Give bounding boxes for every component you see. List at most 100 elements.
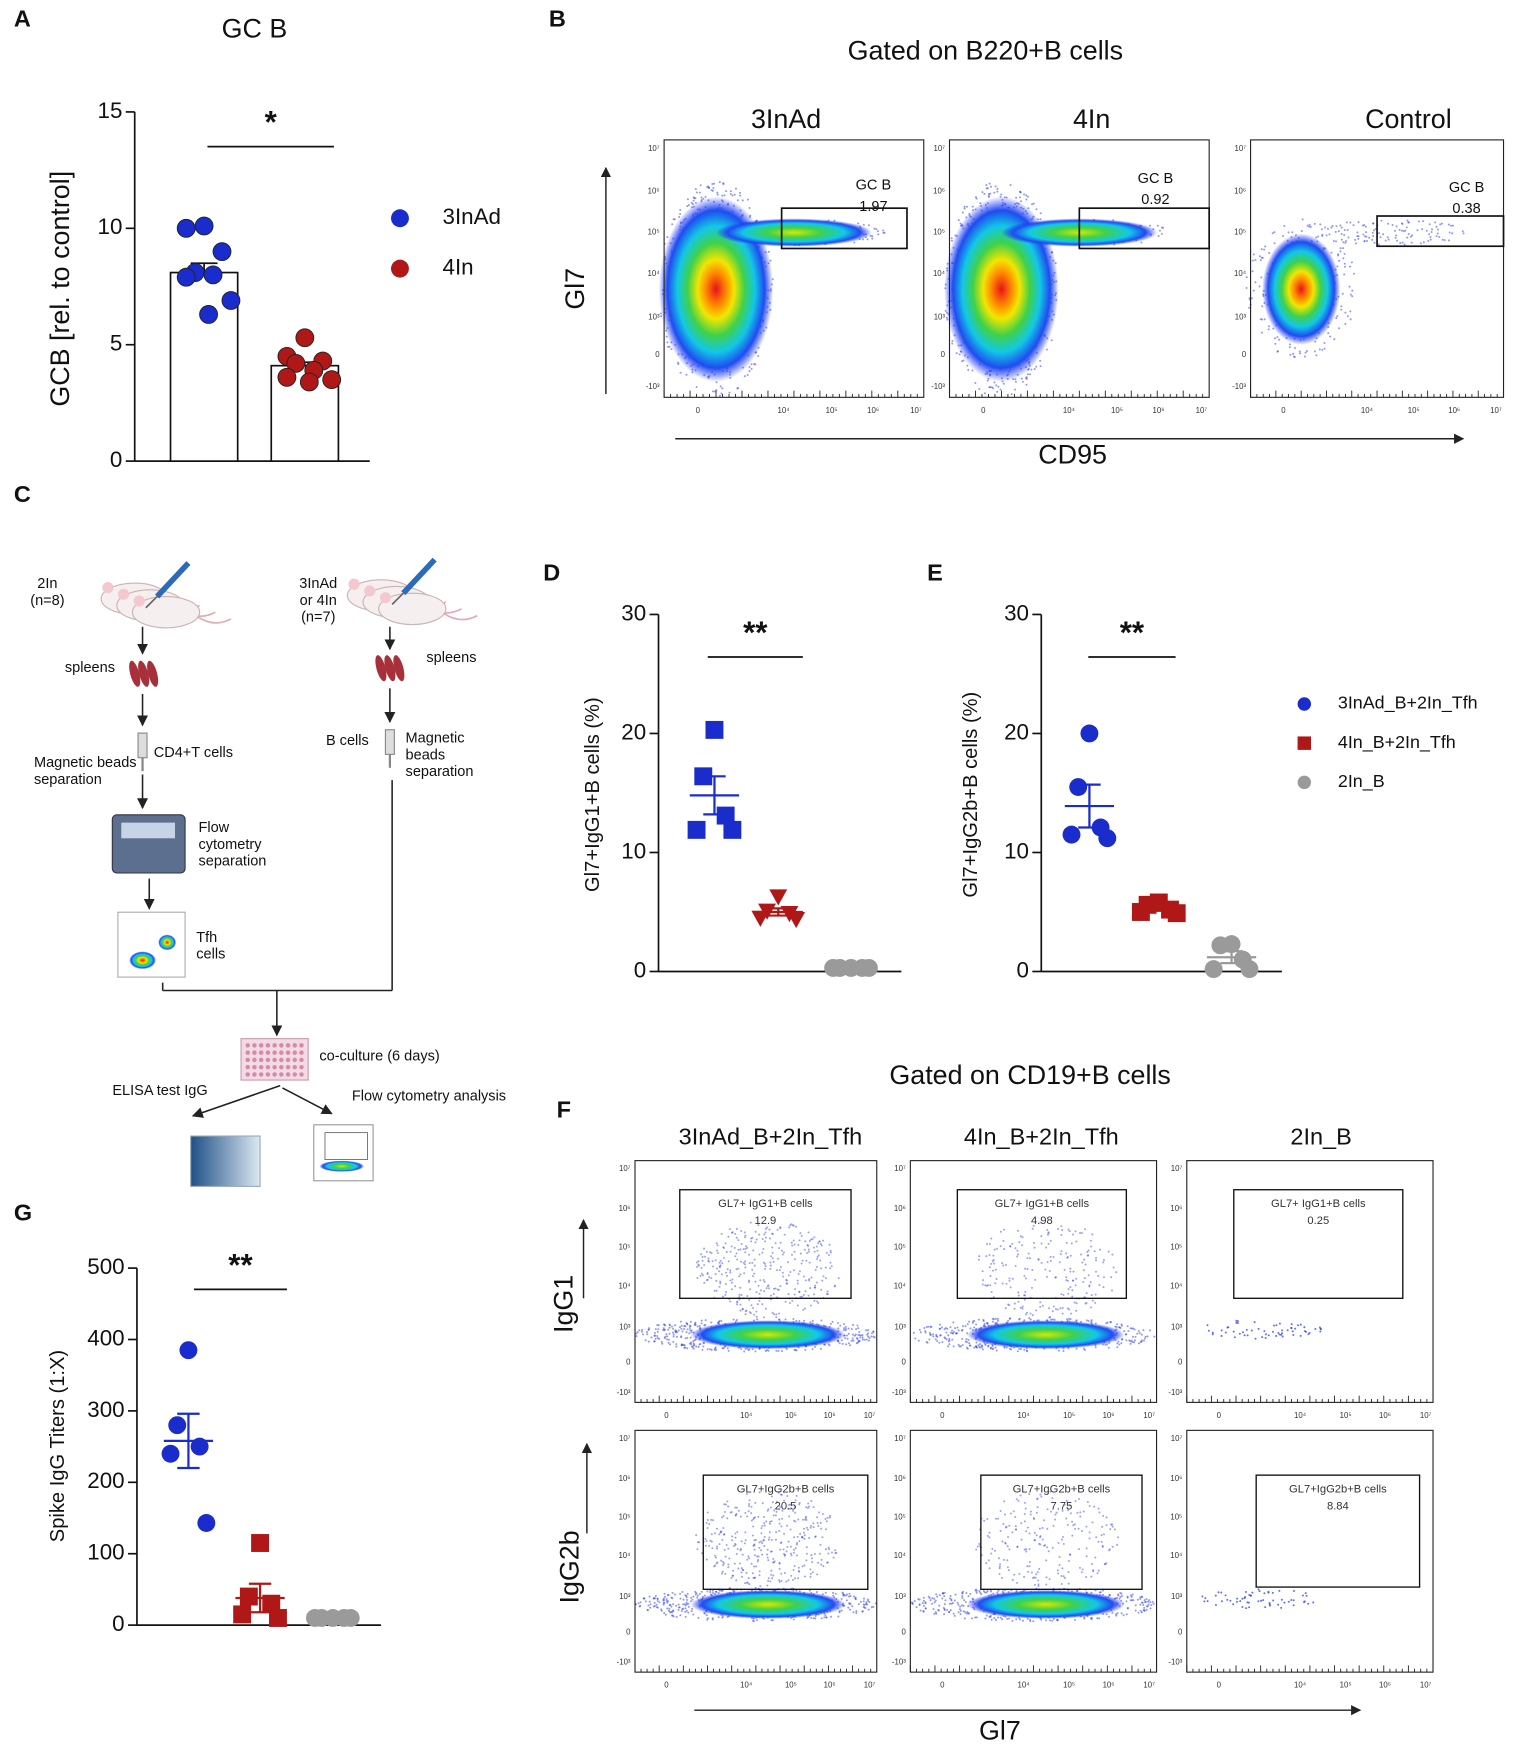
point [221, 291, 241, 310]
event-dot [754, 1241, 757, 1244]
event-dot [1387, 222, 1390, 225]
event-dot [705, 1279, 708, 1282]
event-dot [1441, 238, 1444, 241]
event-dot [766, 1553, 769, 1556]
event-dot [832, 1591, 835, 1594]
event-dot [1107, 1250, 1110, 1253]
y-axis-label: Gl7 [560, 268, 590, 310]
event-dot [989, 1284, 992, 1287]
event-dot [794, 1225, 797, 1228]
point [176, 267, 196, 287]
event-dot [814, 1268, 817, 1271]
event-dot [1084, 1228, 1087, 1231]
gate-value: 12.9 [755, 1215, 777, 1227]
event-dot [735, 1318, 738, 1322]
event-dot [786, 1545, 789, 1549]
event-dot [720, 1320, 723, 1323]
event-dot [773, 1287, 776, 1290]
event-dot [738, 1562, 741, 1565]
event-dot [761, 1502, 764, 1505]
event-dot [1031, 203, 1034, 206]
event-dot [844, 1337, 847, 1340]
event-dot [1283, 224, 1286, 227]
x-tick-label: 10⁴ [1018, 1411, 1030, 1420]
event-dot [1364, 225, 1367, 228]
event-dot [771, 1232, 774, 1235]
event-dot [1299, 352, 1302, 355]
event-dot [1142, 1339, 1145, 1342]
event-dot [759, 1279, 762, 1282]
event-dot [696, 1265, 699, 1268]
event-dot [721, 1572, 724, 1575]
event-dot [1065, 1276, 1068, 1279]
event-dot [1291, 231, 1294, 234]
event-dot [1261, 256, 1264, 259]
event-dot [744, 1234, 747, 1237]
event-dot [807, 1231, 810, 1234]
event-dot [1031, 1269, 1034, 1272]
event-dot [1272, 1324, 1275, 1327]
event-dot [796, 1279, 799, 1282]
event-dot [1292, 352, 1295, 355]
panel-title: Gated on CD19+B cells [889, 1060, 1170, 1090]
event-dot [950, 239, 953, 242]
event-dot [1371, 238, 1374, 241]
event-dot [721, 1560, 724, 1563]
event-dot [799, 1252, 802, 1255]
event-dot [702, 1274, 705, 1277]
event-dot [992, 1258, 995, 1261]
event-dot [686, 1328, 689, 1331]
event-dot [663, 1592, 666, 1595]
event-dot [771, 1501, 774, 1504]
event-dot [768, 1531, 771, 1534]
event-dot [750, 1562, 753, 1565]
event-dot [1125, 1333, 1128, 1336]
event-dot [827, 1552, 830, 1555]
event-dot [803, 1248, 806, 1251]
event-dot [793, 1348, 796, 1351]
event-dot [673, 218, 676, 221]
event-dot [1267, 1334, 1270, 1337]
event-dot [1132, 1341, 1135, 1344]
event-dot [727, 1349, 730, 1352]
event-dot [714, 1556, 717, 1559]
event-dot [981, 1270, 984, 1273]
event-dot [845, 1599, 848, 1602]
event-dot [1340, 305, 1343, 308]
event-dot [1065, 1241, 1068, 1244]
event-dot [946, 1327, 949, 1330]
event-dot [685, 1322, 688, 1325]
event-dot [654, 1328, 657, 1331]
event-dot [688, 1332, 691, 1335]
y-tick-label: 10³ [895, 1323, 907, 1332]
event-dot [861, 1336, 864, 1339]
event-dot [672, 1610, 675, 1613]
event-dot [813, 1250, 816, 1253]
event-dot [777, 1350, 780, 1353]
event-dot [677, 362, 680, 365]
event-dot [1157, 234, 1160, 238]
event-dot [1117, 1340, 1120, 1343]
gate-label: GL7+IgG2b+B cells [737, 1484, 835, 1496]
event-dot [956, 1326, 959, 1329]
event-dot [711, 1260, 714, 1263]
event-dot [1275, 1324, 1278, 1327]
event-dot [698, 1541, 701, 1544]
event-dot [1144, 1337, 1147, 1340]
x-tick-label: 10⁶ [1153, 406, 1165, 415]
event-dot [667, 1328, 670, 1331]
event-dot [710, 1252, 713, 1255]
event-dot [768, 1237, 772, 1240]
panel-label: B [549, 5, 566, 31]
event-dot [812, 1506, 815, 1509]
event-dot [714, 1554, 717, 1557]
event-dot [708, 1276, 711, 1279]
event-dot [1061, 1229, 1064, 1232]
event-dot [700, 1266, 703, 1269]
event-dot [792, 1618, 795, 1621]
event-dot [711, 1617, 714, 1620]
event-dot [818, 1511, 821, 1514]
event-dot [790, 1253, 793, 1256]
event-dot [743, 1231, 746, 1234]
event-dot [680, 1336, 683, 1339]
